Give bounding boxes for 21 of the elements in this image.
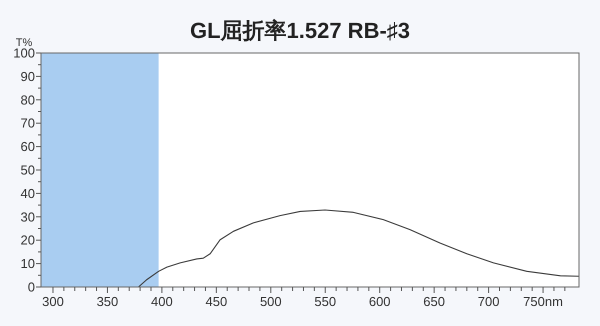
y-tick-label: 20: [20, 232, 35, 248]
y-tick-label: 10: [20, 256, 35, 272]
x-tick-label: 650: [423, 294, 446, 309]
x-tick-label: 550: [314, 294, 336, 309]
x-tick-label: 450: [205, 294, 228, 309]
x-tick-label: 700: [478, 294, 500, 309]
x-tick-label: 500: [260, 294, 282, 309]
x-tick-label: 400: [151, 294, 173, 309]
x-tick-label: 300: [42, 294, 64, 309]
y-tick-label: 90: [20, 68, 35, 84]
x-tick-label: 350: [96, 294, 118, 309]
y-tick-label: 60: [20, 139, 35, 154]
y-tick-label: 70: [20, 116, 35, 131]
y-tick-label: 40: [20, 186, 35, 201]
y-tick-label: 50: [20, 162, 35, 178]
y-tick-label: 80: [20, 92, 35, 108]
y-tick-label: 30: [20, 209, 35, 224]
x-tick-label: 600: [368, 294, 391, 309]
chart-title: GL屈折率1.527 RB-♯3: [190, 18, 410, 43]
x-tick-label: 750nm: [523, 294, 563, 309]
y-tick-label: 0: [28, 280, 35, 294]
